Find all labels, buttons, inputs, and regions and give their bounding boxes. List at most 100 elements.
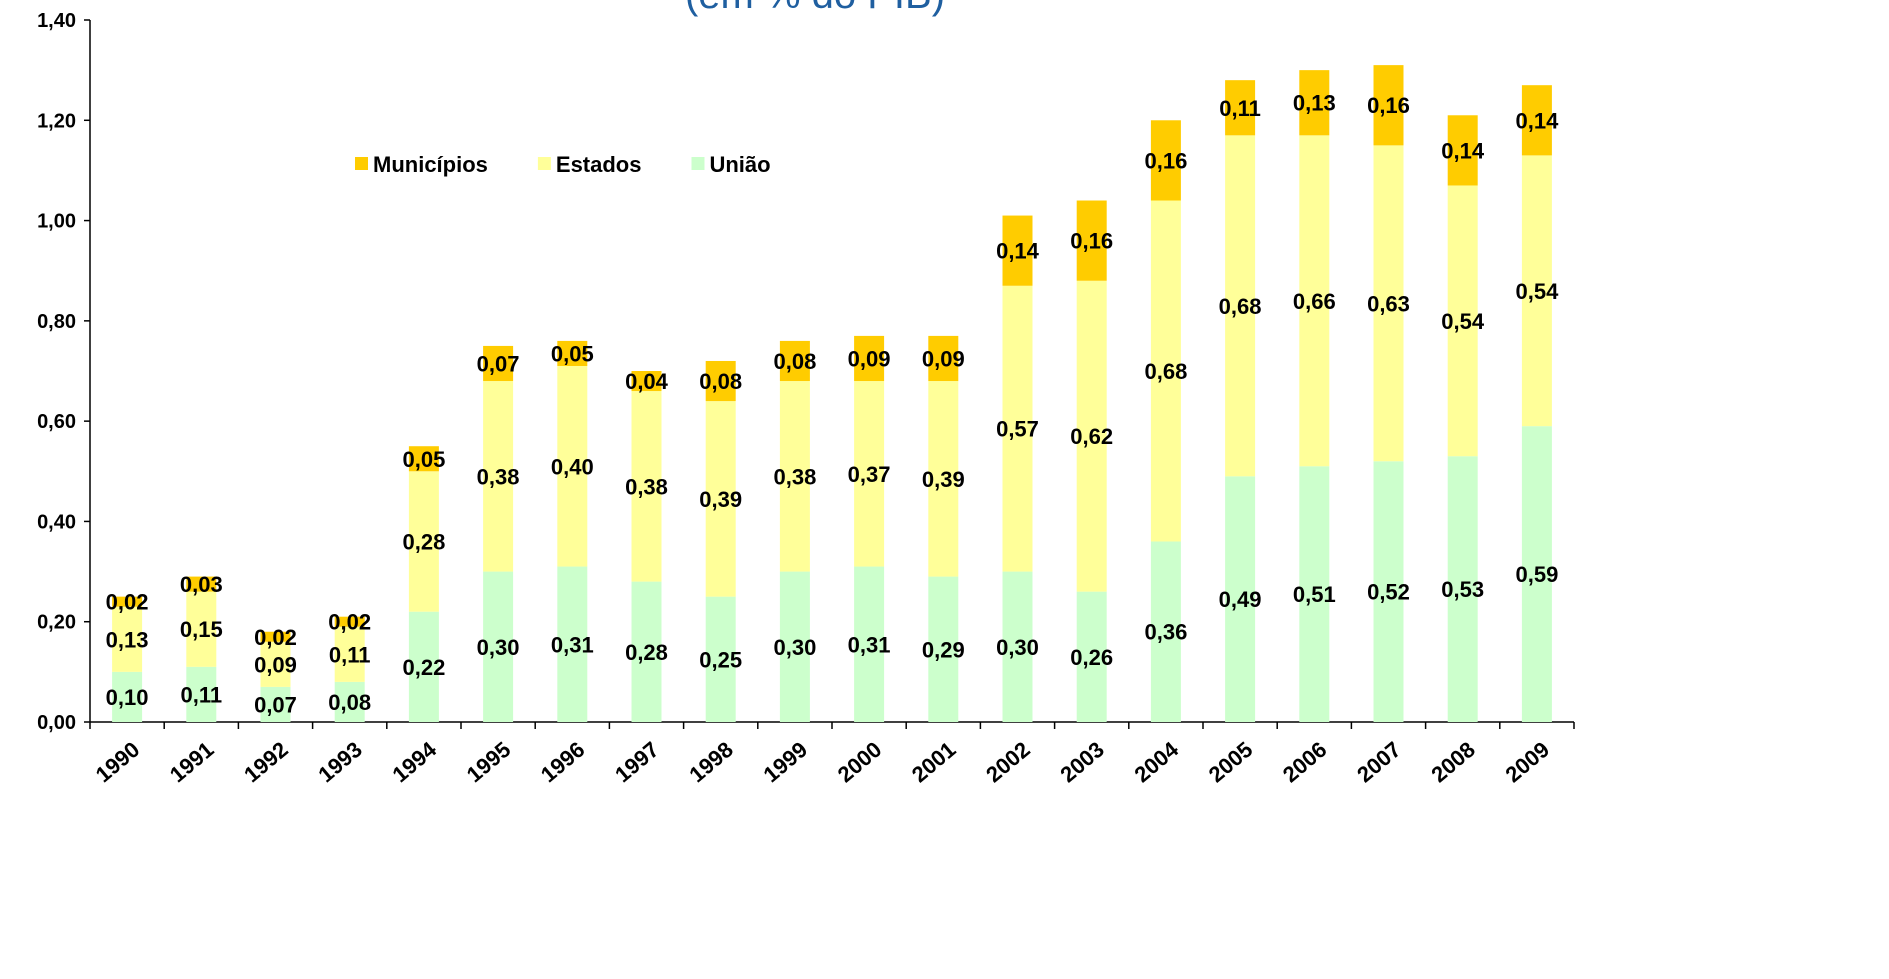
bar-segment: [334, 626, 365, 682]
bar-segment: [1150, 120, 1181, 201]
data-label: 0,09: [254, 652, 297, 677]
data-label: 0,08: [773, 349, 816, 374]
bar-segment: [928, 381, 959, 577]
x-tick-label: 2007: [1352, 737, 1406, 788]
bar-segment: [779, 381, 810, 572]
data-label: 0,68: [1219, 294, 1262, 319]
x-tick-label: 2000: [833, 737, 887, 788]
bar-segment: [112, 596, 143, 607]
bar-segment: [483, 381, 514, 572]
data-label: 0,08: [699, 369, 742, 394]
bar-segment: [779, 340, 810, 382]
data-label: 0,31: [551, 632, 594, 657]
data-label: 0,05: [551, 341, 594, 366]
data-label: 0,13: [1293, 91, 1336, 116]
data-label: 0,11: [180, 682, 222, 707]
data-label: 0,40: [551, 454, 594, 479]
data-label: 0,09: [922, 346, 965, 371]
bar-segment: [1225, 476, 1256, 722]
bar-segment: [186, 666, 217, 722]
data-label: 0,36: [1144, 620, 1187, 645]
x-tick-label: 1996: [536, 737, 590, 788]
data-label: 0,07: [254, 692, 297, 717]
bar-segment: [334, 616, 365, 627]
bar-segment: [112, 671, 143, 722]
data-label: 0,28: [402, 529, 445, 554]
data-label: 0,29: [922, 637, 965, 662]
bar-segment: [557, 365, 588, 567]
bar-segment: [334, 681, 365, 722]
x-tick-label: 2005: [1204, 737, 1258, 788]
y-tick-label: 0,40: [37, 511, 76, 533]
data-label: 0,38: [773, 464, 816, 489]
x-tick-label: 1991: [165, 737, 219, 788]
data-label: 0,68: [1144, 359, 1187, 384]
legend-swatch: [355, 157, 368, 170]
data-label: 0,16: [1367, 93, 1410, 118]
bar-segment: [1299, 135, 1330, 467]
bar-segment: [186, 576, 217, 592]
data-label: 0,09: [848, 346, 891, 371]
data-label: 0,14: [1515, 108, 1559, 133]
y-tick-label: 0,60: [37, 411, 76, 433]
bar-segment: [1447, 456, 1478, 722]
bar-segment: [1521, 155, 1552, 427]
bar-segment: [112, 606, 143, 672]
data-label: 0,16: [1070, 229, 1113, 254]
data-label: 0,11: [1219, 96, 1261, 121]
data-label: 0,31: [848, 632, 891, 657]
data-label: 0,30: [773, 635, 816, 660]
data-label: 0,03: [180, 572, 223, 597]
y-tick-label: 1,40: [37, 10, 76, 32]
bar-segment: [1373, 461, 1404, 722]
data-label: 0,54: [1515, 279, 1559, 304]
x-tick-label: 2009: [1501, 737, 1555, 788]
bar-segment: [1447, 185, 1478, 457]
data-label: 0,59: [1515, 562, 1558, 587]
data-label: 0,39: [922, 467, 965, 492]
bar-segment: [1076, 591, 1107, 722]
data-label: 0,16: [1144, 148, 1187, 173]
x-tick-label: 2008: [1426, 737, 1480, 788]
x-tick-label: 2001: [907, 737, 961, 788]
bar-segment: [779, 571, 810, 722]
x-tick-label: 1993: [313, 737, 367, 788]
x-tick-label: 2006: [1278, 737, 1332, 788]
bar-segment: [631, 581, 662, 722]
data-label: 0,25: [699, 647, 742, 672]
bar-segment: [186, 591, 217, 667]
data-label: 0,05: [402, 447, 445, 472]
bar-segment: [705, 596, 736, 722]
data-label: 0,14: [996, 239, 1040, 264]
legend-swatch: [691, 157, 705, 170]
bar-segment: [1002, 215, 1033, 286]
x-tick-label: 1998: [684, 737, 738, 788]
bar-segment: [1373, 65, 1404, 146]
data-label: 0,37: [848, 462, 891, 487]
legend-label: Municípios: [373, 152, 488, 177]
x-tick-label: 2002: [981, 737, 1035, 788]
data-label: 0,62: [1070, 424, 1113, 449]
bar-segment: [557, 566, 588, 722]
legend-label: Estados: [556, 152, 642, 177]
data-label: 0,54: [1441, 309, 1485, 334]
bar-segment: [854, 566, 885, 722]
data-label: 0,07: [477, 351, 520, 376]
data-label: 0,08: [328, 690, 371, 715]
bar-segment: [1225, 135, 1256, 477]
data-label: 0,10: [106, 685, 149, 710]
data-label: 0,04: [625, 369, 669, 394]
bar-segment: [1521, 85, 1552, 156]
bar-segment: [260, 631, 291, 642]
data-label: 0,63: [1367, 291, 1410, 316]
bar-segment: [1150, 541, 1181, 722]
bar-segment: [1299, 466, 1330, 722]
y-tick-label: 1,20: [37, 110, 76, 132]
bar-segment: [1076, 280, 1107, 592]
legend-swatch: [537, 157, 551, 170]
bar-segment: [928, 335, 959, 382]
data-label: 0,13: [106, 627, 149, 652]
x-tick-label: 1995: [462, 737, 516, 788]
data-label: 0,38: [625, 474, 668, 499]
